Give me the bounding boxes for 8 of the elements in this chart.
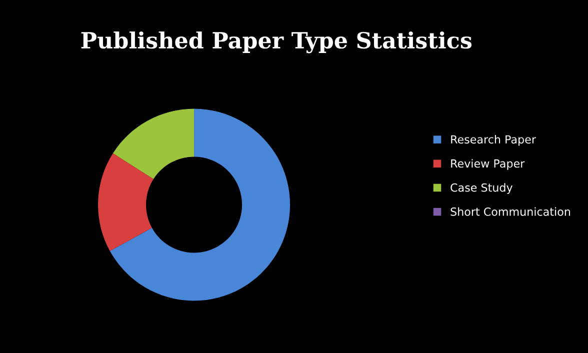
legend-label: Review Paper bbox=[451, 159, 525, 170]
chart-title: Published Paper Type Statistics bbox=[81, 31, 472, 54]
donut-slice bbox=[110, 108, 290, 301]
donut-slice bbox=[98, 153, 154, 251]
legend-label: Short Communication bbox=[450, 207, 570, 216]
donut-slice bbox=[112, 108, 194, 180]
legend-label: Case Study bbox=[450, 183, 512, 194]
legend-label: Research Paper bbox=[451, 134, 536, 146]
